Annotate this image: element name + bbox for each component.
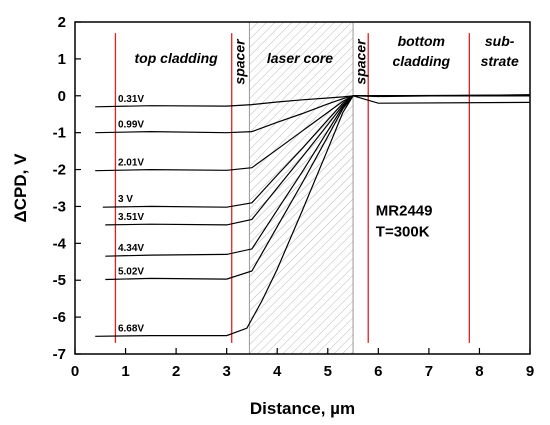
x-axis-label: Distance, µm xyxy=(250,399,355,418)
x-tick-label: 8 xyxy=(475,363,483,380)
y-tick-label: -1 xyxy=(53,125,66,142)
y-tick-label: 2 xyxy=(58,14,66,31)
region-label: spacer xyxy=(231,38,247,85)
y-tick-label: -2 xyxy=(53,162,66,179)
series-label: 0.31V xyxy=(118,94,144,105)
region-label: laser core xyxy=(267,50,333,66)
x-tick-label: 1 xyxy=(121,363,129,380)
series-label: 3 V xyxy=(118,194,133,205)
y-tick-label: -6 xyxy=(53,309,66,326)
region-label: spacer xyxy=(353,38,369,85)
region-label: top cladding xyxy=(135,50,219,66)
y-tick-label: -5 xyxy=(53,272,66,289)
series-line xyxy=(105,95,530,281)
x-tick-label: 9 xyxy=(526,363,534,380)
x-tick-label: 5 xyxy=(324,363,332,380)
region-label: strate xyxy=(481,53,519,69)
y-tick-label: -4 xyxy=(53,235,67,252)
x-tick-label: 0 xyxy=(71,363,79,380)
x-tick-label: 6 xyxy=(374,363,382,380)
y-axis-label: ΔCPD, V xyxy=(11,153,30,223)
region-label: sub- xyxy=(485,33,515,49)
y-tick-label: -7 xyxy=(53,346,66,363)
x-tick-label: 2 xyxy=(172,363,180,380)
y-tick-label: 1 xyxy=(58,51,66,68)
series-label: 4.34V xyxy=(118,243,144,254)
series-line xyxy=(95,95,531,337)
sample-annotation: T=300K xyxy=(376,224,430,241)
x-tick-label: 7 xyxy=(425,363,433,380)
series-label: 6.68V xyxy=(118,323,144,334)
y-tick-label: -3 xyxy=(53,198,66,215)
x-tick-label: 3 xyxy=(222,363,230,380)
core-band xyxy=(248,21,354,355)
y-tick-label: 0 xyxy=(58,88,66,105)
plot-frame xyxy=(74,21,531,355)
series-label: 2.01V xyxy=(118,158,144,169)
series-label: 3.51V xyxy=(118,212,144,223)
sample-annotation: MR2449 xyxy=(376,203,433,220)
series-label: 5.02V xyxy=(118,266,144,277)
region-label: cladding xyxy=(393,53,451,69)
x-tick-label: 4 xyxy=(273,363,282,380)
series-label: 0.99V xyxy=(118,120,144,131)
region-label: bottom xyxy=(398,33,445,49)
